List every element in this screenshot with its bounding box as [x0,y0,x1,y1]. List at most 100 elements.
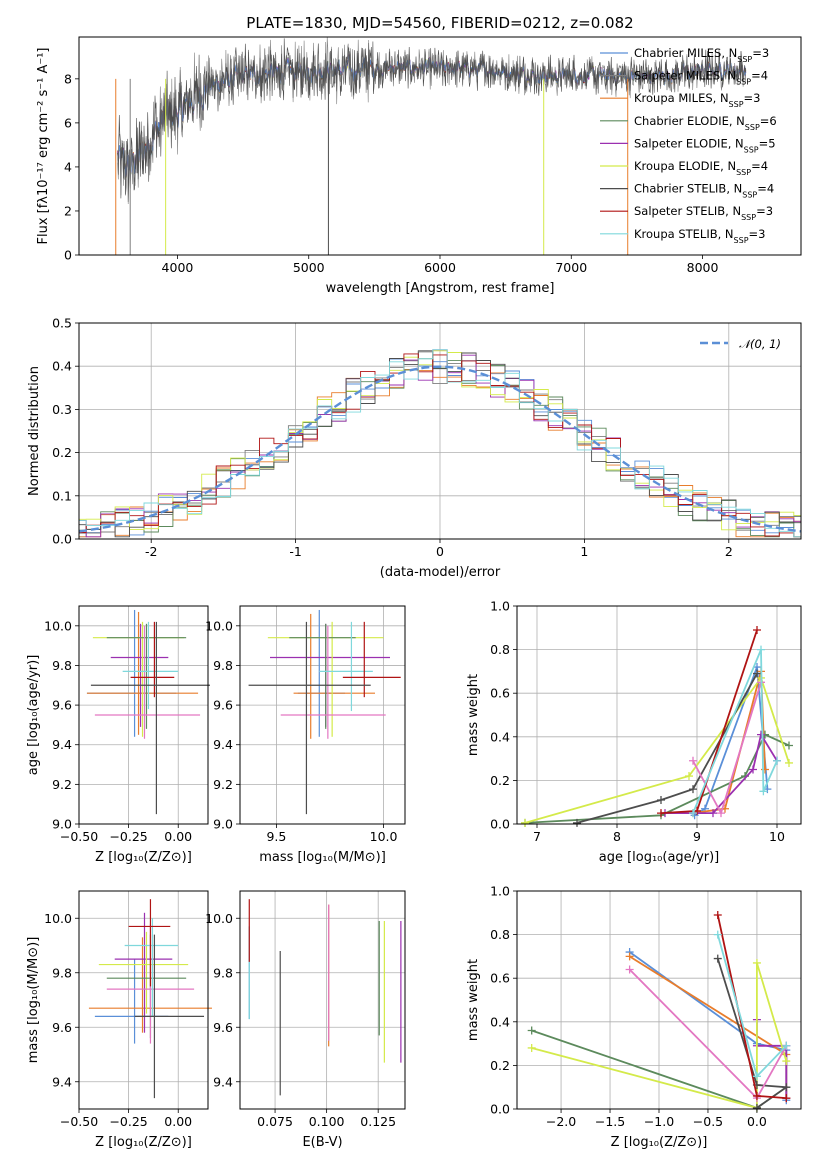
errorbar-point [90,621,210,815]
residuals-ylabel: Normed distribution [27,366,42,496]
legend-label: 𝒩(0, 1) [739,337,781,351]
x-tick-label: 5000 [293,260,325,275]
errorbar-point [94,625,201,739]
x-tick-label: 8000 [687,260,719,275]
residual-histogram [79,358,801,538]
weight-marker [709,809,717,818]
weight-marker [773,756,781,765]
x-tick-label: −0.25 [109,1114,147,1129]
errorbar-point [110,623,169,727]
mass_vs_ebv-xlabel: E(B-V) [302,1135,342,1150]
weight_vs_age-xlabel: age [log₁₀(age/yr)] [599,850,720,865]
residual-histogram [79,349,801,538]
y-tick-label: 10.0 [205,911,233,926]
mass_vs_Z-points [88,899,212,1099]
age_vs_Z-frame [78,605,209,825]
residual-histogram [79,353,801,538]
mass_vs_Z-frame [78,890,209,1110]
y-tick-label: 9.0 [213,817,233,832]
errorbar-point [289,623,356,729]
x-tick-label: 0.100 [309,1114,345,1129]
x-tick-label: -1 [289,544,301,559]
y-tick-label: 0.2 [52,445,72,460]
y-tick-label: 6 [64,115,72,130]
y-tick-label: 0.6 [490,686,510,701]
x-tick-label: 0.00 [164,829,192,844]
y-tick-label: 8 [64,71,72,86]
age_vs_Z-points [86,609,210,815]
legend-label: Salpeter MILES, NSSP=4 [634,69,768,87]
weight_vs_age-frame [516,605,802,825]
errorbar-point [342,621,401,698]
y-tick-label: 0 [64,248,72,263]
age_vs_mass-axes: 9.5 10.0 9.0 9.2 9.4 9.6 9.8 10.0 [205,606,405,844]
residuals-xlabel: (data-model)/error [380,565,501,580]
x-tick-label: 6000 [424,260,456,275]
errorbar-point [134,934,205,1099]
x-tick-label: 10.0 [370,829,398,844]
legend-label: Chabrier STELIB, NSSP=4 [634,182,774,200]
y-tick-label: 0.8 [490,927,510,942]
y-tick-label: 9.8 [52,965,72,980]
y-tick-label: 9.8 [52,658,72,673]
y-tick-label: 9.0 [52,817,72,832]
weight-marker [757,645,765,654]
y-tick-label: 1.0 [490,884,510,899]
spectrum-data-line [117,38,746,203]
x-tick-label: −0.25 [109,829,147,844]
age_vs_mass-points [248,609,401,815]
residuals-frame [78,322,802,540]
legend-label: Chabrier MILES, NSSP=3 [634,46,769,64]
weight_vs_Z-xlabel: Z [log₁₀(Z/Z⊙)] [611,1135,708,1150]
weight-marker [757,730,765,739]
spectrum-axes: 4000 5000 6000 7000 8000 0 2 4 6 8 [64,71,718,275]
weight-line [692,649,778,814]
y-tick-label: 10.0 [44,911,72,926]
errorbar-point [124,918,179,1017]
legend-label: Salpeter ELODIE, NSSP=5 [634,136,776,154]
x-tick-label: −2.0 [546,1114,576,1129]
weight-marker [657,809,665,818]
weight-marker [785,758,793,767]
y-tick-label: 9.4 [52,1074,72,1089]
weight-marker [713,930,722,939]
errorbar-point [270,623,390,727]
age_vs_Z-xlabel: Z [log₁₀(Z/Z⊙)] [95,850,192,865]
legend-label: Kroupa ELODIE, NSSP=4 [634,159,768,177]
residual-histogram [79,350,801,531]
x-tick-label: 0.125 [360,1114,396,1129]
weight-marker [625,952,634,961]
weight-line [576,673,758,824]
errorbar-point [122,621,179,710]
age_vs_Z-ylabel: age [log₁₀(age/yr)] [26,655,41,776]
y-tick-label: 10.0 [205,618,233,633]
age_vs_Z-axes: −0.50 −0.25 0.00 9.0 9.2 9.4 9.6 9.8 10.0 [44,606,208,844]
weight-marker [752,1103,761,1112]
errorbar-point [297,609,345,737]
mass_vs_ebv-frame [239,890,406,1110]
weight-marker [657,796,665,805]
weight_vs_age-series [521,625,793,827]
weight-line [524,733,790,824]
weight-marker [521,818,529,827]
x-tick-label: 0.0 [747,1114,767,1129]
legend-label: Salpeter STELIB, NSSP=3 [634,204,773,222]
weight-marker [685,772,693,781]
errorbar-point [114,912,173,1033]
weight-marker [713,910,722,919]
y-tick-label: 0.0 [490,817,510,832]
errorbar-point [293,613,375,739]
y-tick-label: 0.8 [490,642,510,657]
weight-line [660,629,758,814]
residuals-plot [79,349,801,538]
y-tick-label: 9.4 [213,1074,233,1089]
spectrum-frame [78,36,802,256]
y-tick-label: 9.4 [52,737,72,752]
weight-marker [782,1083,791,1092]
weight_vs_age-axes: 7 8 9 10 0.0 0.2 0.4 0.6 0.8 1.0 [490,599,801,844]
errorbar-point [106,623,187,729]
y-tick-label: 0.0 [52,532,72,547]
errorbar-point [128,899,171,987]
x-tick-label: 4000 [162,260,194,275]
